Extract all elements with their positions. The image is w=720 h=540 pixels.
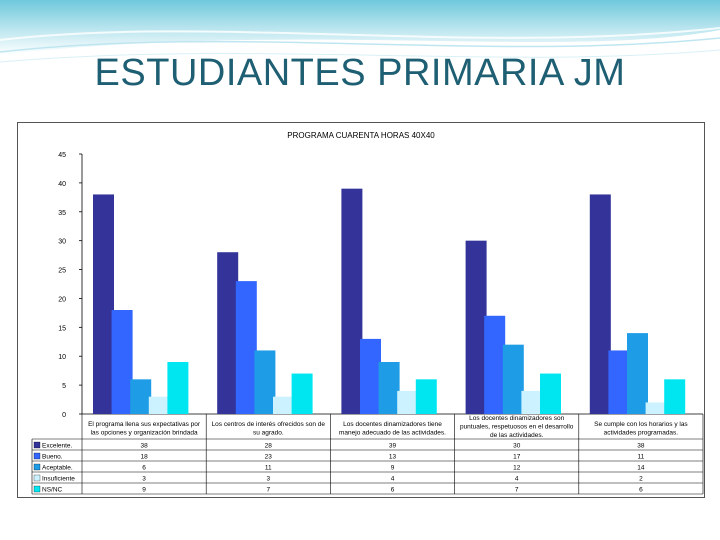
legend-key (33, 474, 41, 482)
data-table-value: 4 (515, 476, 519, 483)
y-tick-label: 45 (58, 152, 66, 159)
category-label: su agrado. (253, 430, 284, 437)
data-table-value: 38 (637, 443, 645, 450)
data-table-value: 14 (637, 465, 645, 472)
legend-key (33, 463, 41, 471)
bar (378, 362, 400, 414)
data-table-value: 39 (389, 443, 397, 450)
bar (465, 240, 487, 414)
y-tick-label: 30 (58, 239, 66, 246)
chart-title: PROGRAMA CUARENTA HORAS 40X40 (287, 131, 435, 140)
category-label: Los docentes dinamizadores son (469, 415, 564, 422)
data-table-value: 6 (391, 487, 395, 494)
y-tick-label: 10 (58, 354, 66, 361)
data-table-value: 3 (142, 476, 146, 483)
data-table-value: 30 (513, 443, 521, 450)
category-label: de las actividades. (490, 432, 544, 439)
bar (627, 333, 648, 414)
legend-label: Insuficiente (42, 476, 75, 483)
bar (217, 252, 239, 414)
bar (540, 373, 561, 414)
category-label: actividades programadas. (604, 430, 679, 437)
legend-key (33, 441, 41, 449)
bar (341, 188, 363, 414)
legend-label: Bueno. (42, 454, 63, 461)
bar (167, 362, 189, 414)
data-table-value: 4 (391, 476, 395, 483)
y-tick-label: 25 (58, 268, 66, 275)
bar (111, 310, 133, 414)
data-table-value: 9 (142, 487, 146, 494)
data-table-value: 11 (638, 454, 645, 461)
bar (664, 379, 686, 414)
bar (148, 396, 170, 414)
legend-label: Excelente. (42, 443, 73, 450)
bar (521, 390, 543, 414)
y-tick-label: 15 (58, 325, 66, 332)
data-table-value: 9 (391, 465, 395, 472)
category-label: Se cumple con los horarios y las (594, 421, 688, 428)
category-label: Los centros de interés ofrecidos son de (212, 421, 326, 428)
y-tick-label: 20 (58, 296, 66, 303)
bar (502, 344, 524, 414)
legend-label: NS/NC (42, 487, 63, 494)
bar (235, 281, 257, 414)
bar (291, 373, 313, 414)
data-table-value: 23 (265, 454, 273, 461)
bar (360, 338, 381, 414)
bar-chart: PROGRAMA CUARENTA HORAS 40X40 0 5 10 15 20 25… (31, 131, 704, 495)
data-table-value: 6 (639, 487, 643, 494)
slide-title: ESTUDIANTES PRIMARIA JM (94, 52, 626, 94)
y-tick-label: 35 (58, 210, 66, 217)
data-table-value: 18 (140, 454, 148, 461)
bar (645, 402, 667, 414)
legend-label: Aceptable. (42, 465, 73, 472)
bar (130, 379, 152, 414)
category-label: El programa llena sus expectativas por (88, 421, 201, 428)
bar (484, 315, 506, 414)
data-table-value: 7 (266, 487, 270, 494)
data-table-value: 38 (140, 443, 148, 450)
data-table-value: 2 (639, 476, 643, 483)
category-label: manejo adecuado de las actividades. (339, 430, 446, 437)
data-table-value: 13 (389, 454, 397, 461)
y-tick-label: 5 (62, 383, 66, 390)
legend-key (33, 452, 41, 460)
data-table-value: 17 (513, 454, 521, 461)
bar (589, 194, 611, 414)
bar (415, 379, 437, 414)
bar (397, 390, 419, 414)
legend-key (33, 485, 41, 493)
bar (254, 350, 276, 414)
chart-frame: PROGRAMA CUARENTA HORAS 40X40 0 5 10 15 20 25… (17, 122, 705, 498)
bar (273, 396, 294, 414)
category-label: Los docentes dinamizadores tiene (343, 421, 442, 428)
y-tick-label: 0 (62, 412, 66, 419)
data-table-value: 12 (513, 465, 521, 472)
category-label: las opciones y organización brindada (91, 430, 198, 437)
bar (93, 194, 114, 414)
background-waves (0, 0, 720, 63)
category-label: puntuales, respetuosos en el desarrollo (460, 424, 574, 431)
data-table-value: 3 (266, 476, 270, 483)
y-tick-label: 40 (58, 181, 66, 188)
data-table-value: 6 (142, 465, 146, 472)
data-table-value: 28 (265, 443, 273, 450)
data-table-value: 11 (265, 465, 272, 472)
bar (608, 350, 630, 414)
data-table-value: 7 (515, 487, 519, 494)
